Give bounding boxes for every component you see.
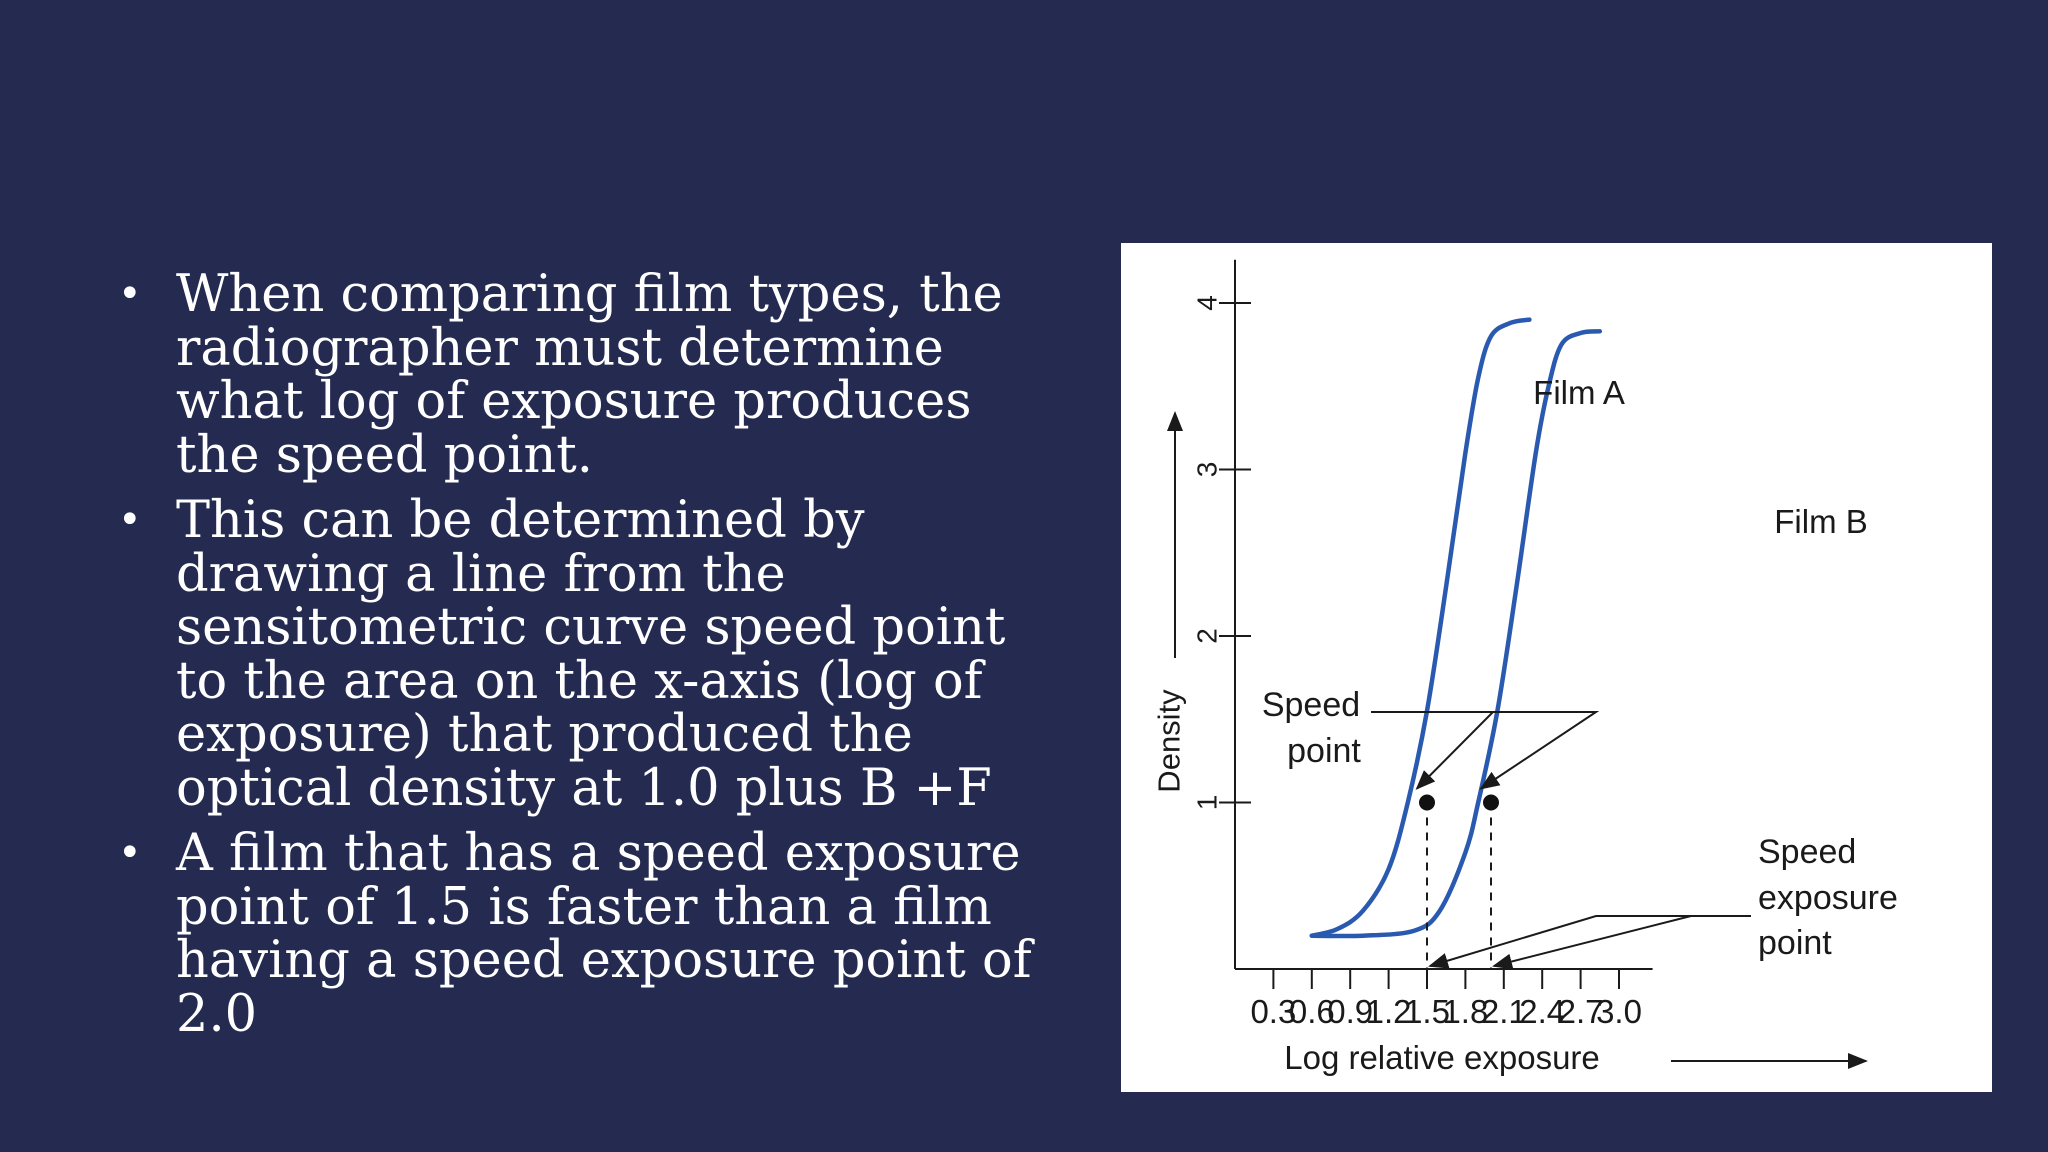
x-tick-label: 2.4 [1519,993,1565,1030]
y-tick-label: 2 [1192,628,1223,644]
x-tick-label: 0.9 [1327,993,1373,1030]
x-tick-label: 3.0 [1596,993,1642,1030]
y-tick-label: 4 [1192,295,1223,311]
bullet-item: • A film that has a speed exposure point … [118,827,1048,1041]
speed-point-label: point [1287,732,1361,770]
speed-exposure-arrow [1492,915,1692,970]
x-tick-label: 0.6 [1289,993,1335,1030]
x-tick-label: 2.1 [1481,993,1527,1030]
characteristic-curve-chart: 1 2 3 4 0.30.60.91.21.51.82.12.42.73.0 Log re… [1152,259,1898,1076]
bullet-item: • When comparing film types, the radiogra… [118,268,1048,482]
bullet-dot: • [118,830,142,876]
y-tick-label: 3 [1192,462,1223,478]
bullet-dot: • [118,497,142,543]
x-tick-label: 1.2 [1366,993,1412,1030]
curves: Film A Film B [1309,317,1868,939]
film-a-curve [1309,317,1532,938]
axes: 1 2 3 4 0.30.60.91.21.51.82.12.42.73.0 Log re… [1152,259,1868,1076]
bullet-text: A film that has a speed exposure point o… [176,824,1032,1044]
x-tick-label: 1.5 [1404,993,1450,1030]
speed-point-arrow [1371,711,1496,790]
bullet-item: • This can be determined by drawing a lin… [118,494,1048,815]
x-axis-label: Log relative exposure [1284,1039,1600,1076]
film-a-label: Film A [1533,374,1625,411]
speed-point-marker [1419,794,1435,811]
speed-point-label: Speed [1262,686,1360,724]
annotations: Speed point Speed exposure point [1262,686,1898,970]
bullet-text: When comparing film types, the radiograp… [176,265,1003,485]
speed-exposure-label: exposure [1758,879,1898,917]
film-b-label: Film B [1774,503,1868,540]
speed-exposure-label: point [1758,924,1832,962]
x-tick-label: 2.7 [1558,993,1604,1030]
y-axis-label: Density [1152,689,1187,793]
speed-point-marker [1483,794,1499,811]
bullet-list: • When comparing film types, the radiogra… [118,268,1048,1053]
bullet-dot: • [118,271,142,317]
bullet-text: This can be determined by drawing a line… [176,491,1006,818]
speed-exposure-label: Speed [1758,833,1856,871]
x-tick-label: 1.8 [1442,993,1488,1030]
x-tick-label: 0.3 [1250,993,1296,1030]
speed-point-arrow [1479,711,1600,790]
chart-panel: 1 2 3 4 0.3 0.6 0.9 1.2 1.5 1.8 2.1 2.4 2.7 3.0 Log re… [1121,243,1992,1092]
film-b-curve [1309,329,1603,939]
y-tick-label: 1 [1192,795,1223,811]
